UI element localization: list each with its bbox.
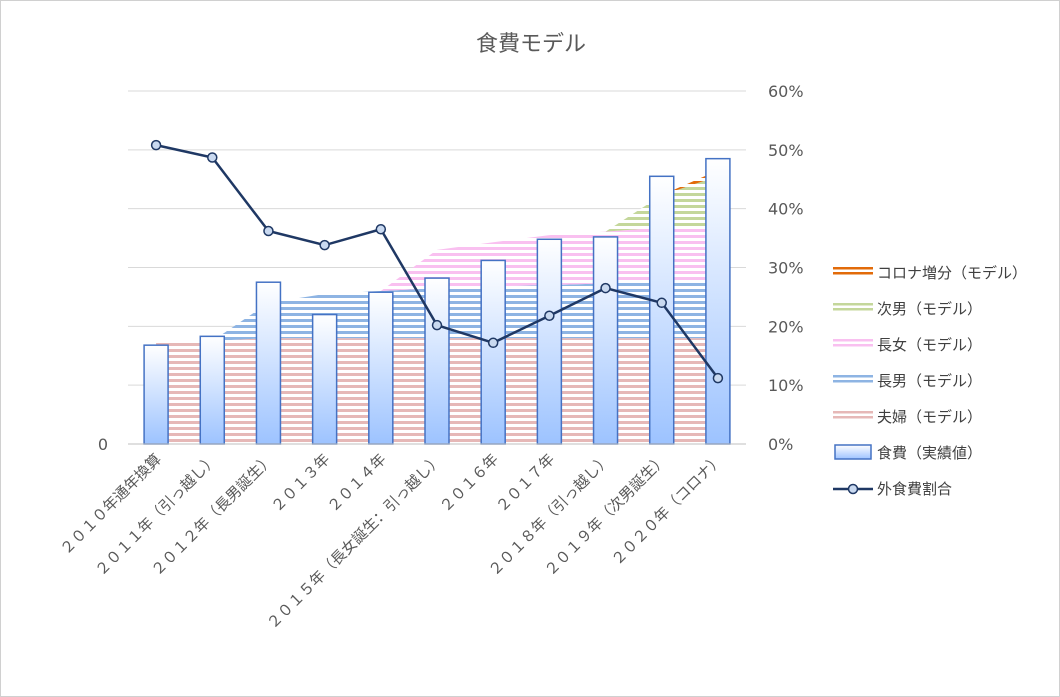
legend-swatch	[833, 339, 873, 347]
left-tick-label: 0	[98, 435, 108, 454]
line-series	[150, 139, 724, 384]
right-tick-label: 50%	[768, 141, 804, 160]
bar	[648, 175, 675, 445]
line-point	[600, 282, 611, 294]
bar	[705, 157, 731, 445]
legend-item: 外食費割合	[833, 480, 952, 498]
legend-item: コロナ増分（モデル）	[833, 264, 1027, 282]
bar	[424, 277, 450, 445]
bar	[536, 238, 563, 445]
legend: コロナ増分（モデル） 次男（モデル） 長女（モデル） 長男（モデル） 夫婦（モデル） 食費…	[833, 264, 1027, 498]
legend-swatch	[833, 267, 873, 275]
bar-series	[143, 157, 731, 445]
legend-item: 夫婦（モデル）	[833, 408, 982, 426]
legend-item: 長男（モデル）	[833, 372, 982, 390]
line-point	[375, 224, 387, 235]
line-point	[487, 337, 499, 349]
line-point	[431, 319, 443, 331]
legend-item: 長女（モデル）	[833, 336, 982, 354]
legend-label: 夫婦（モデル）	[877, 408, 982, 426]
legend-swatch	[834, 444, 872, 460]
chart-title: 食費モデル	[476, 32, 586, 57]
legend-label: コロナ増分（モデル）	[877, 264, 1027, 282]
line-point	[319, 239, 330, 251]
legend-marker	[847, 483, 859, 495]
legend-swatch	[833, 411, 873, 419]
line-point	[150, 139, 162, 151]
right-tick-label: 30%	[768, 259, 804, 278]
legend-label: 長男（モデル）	[877, 372, 982, 390]
category-label: ２０１３年	[268, 450, 334, 516]
legend-item: 食費（実績値）	[834, 444, 982, 462]
category-label: ２０２０年（コロナ）	[608, 450, 727, 569]
right-tick-label: 20%	[768, 317, 804, 336]
legend-swatch	[833, 375, 873, 383]
line-point	[712, 372, 724, 384]
legend-label: 長女（モデル）	[877, 336, 982, 354]
category-label: ２０１０年通年換算	[57, 450, 165, 558]
right-tick-label: 10%	[768, 376, 804, 395]
right-tick-label: 60%	[768, 82, 804, 101]
bar	[592, 236, 619, 445]
line-point	[544, 310, 555, 321]
bar	[255, 281, 282, 445]
bar	[480, 259, 506, 445]
bar	[199, 335, 226, 445]
bar	[311, 313, 338, 445]
legend-item: 次男（モデル）	[833, 300, 982, 318]
legend-label: 次男（モデル）	[877, 300, 982, 318]
line-point	[656, 297, 667, 309]
right-tick-label: 40%	[768, 200, 804, 219]
legend-label: 食費（実績値）	[877, 444, 982, 462]
legend-label: 外食費割合	[877, 480, 952, 498]
right-tick-label: 0%	[768, 435, 793, 454]
line-point	[263, 225, 274, 237]
category-label: ２０１６年	[436, 450, 502, 516]
bar	[368, 291, 394, 445]
bar	[143, 344, 169, 445]
legend-swatch	[833, 303, 873, 311]
line-point	[207, 152, 218, 163]
